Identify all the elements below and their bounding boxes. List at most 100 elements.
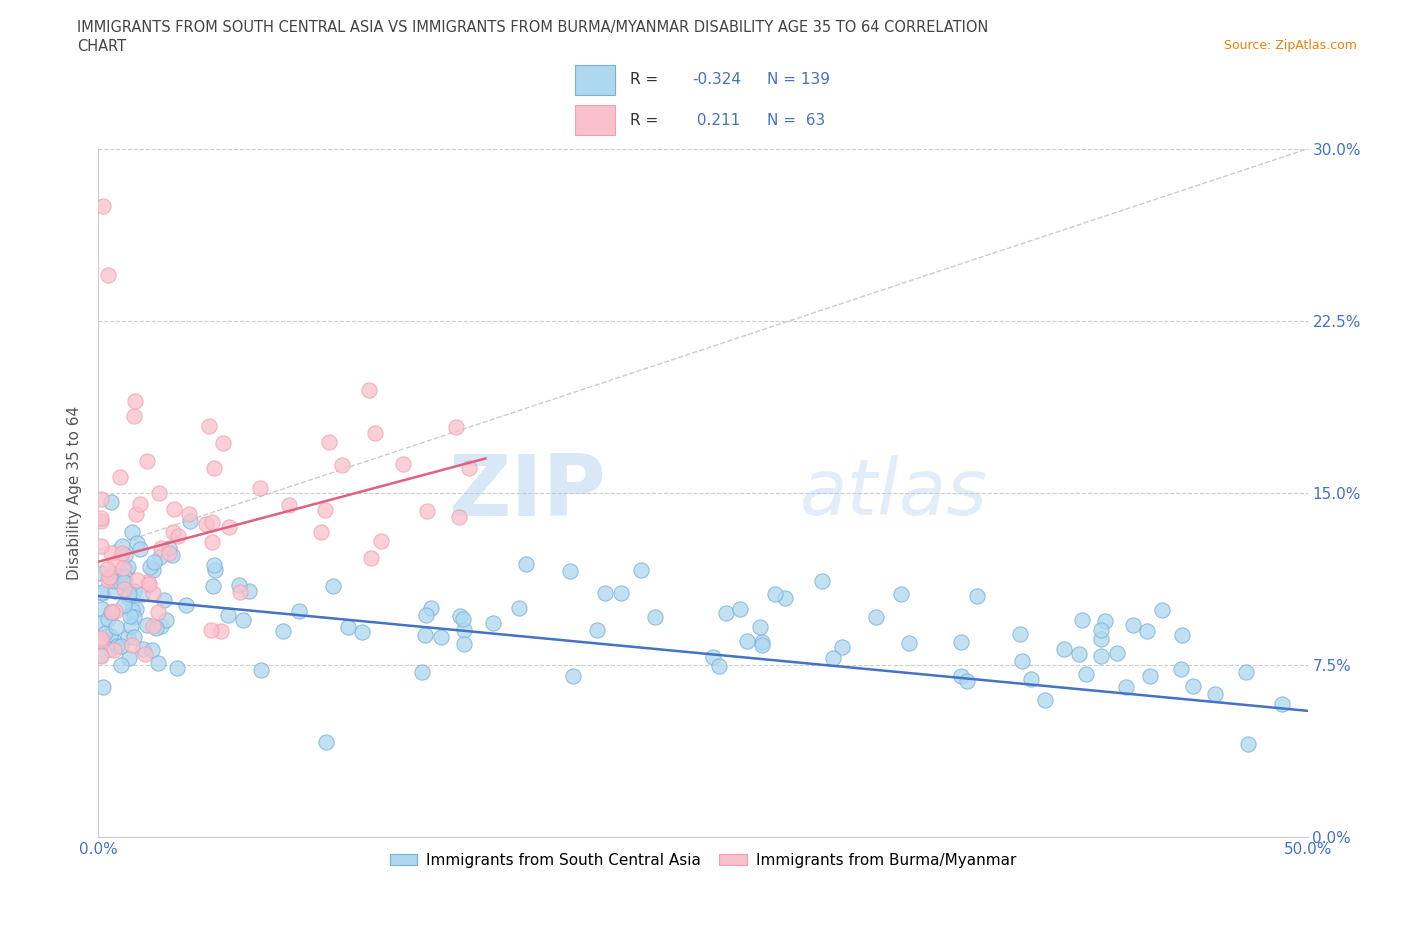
Point bbox=[449, 609, 471, 624]
Point bbox=[114, 548, 136, 563]
Point bbox=[157, 545, 180, 560]
Point bbox=[96, 561, 118, 576]
Point bbox=[104, 604, 127, 618]
Point bbox=[118, 609, 141, 624]
Point bbox=[90, 511, 112, 525]
Point bbox=[218, 520, 240, 535]
Point bbox=[1107, 645, 1129, 660]
Point bbox=[453, 636, 475, 651]
Point bbox=[1115, 680, 1137, 695]
Point bbox=[1271, 697, 1294, 711]
Point bbox=[217, 607, 239, 622]
Point bbox=[121, 525, 143, 539]
Point bbox=[1067, 647, 1090, 662]
Point bbox=[103, 643, 125, 658]
Point bbox=[155, 613, 177, 628]
Point bbox=[142, 562, 165, 577]
Point bbox=[238, 584, 260, 599]
Point bbox=[105, 619, 128, 634]
Point bbox=[1094, 614, 1116, 629]
Point bbox=[145, 621, 167, 636]
Point bbox=[202, 460, 225, 475]
Point bbox=[610, 586, 633, 601]
Point bbox=[148, 604, 170, 619]
Point bbox=[508, 601, 530, 616]
Point bbox=[90, 632, 112, 647]
Point bbox=[148, 485, 170, 500]
Point bbox=[370, 534, 392, 549]
Point bbox=[179, 513, 201, 528]
Point bbox=[143, 554, 166, 569]
Point bbox=[124, 393, 146, 408]
Point bbox=[451, 611, 474, 626]
Text: atlas: atlas bbox=[800, 455, 987, 531]
Point bbox=[110, 565, 132, 579]
Point bbox=[121, 638, 143, 653]
Point bbox=[1135, 623, 1157, 638]
Point bbox=[561, 669, 583, 684]
Point bbox=[716, 605, 738, 620]
Point bbox=[200, 623, 222, 638]
Point bbox=[1139, 669, 1161, 684]
Point bbox=[391, 457, 413, 472]
Point bbox=[249, 481, 271, 496]
Text: R =: R = bbox=[630, 113, 658, 127]
Point bbox=[110, 658, 132, 672]
Point bbox=[707, 658, 730, 673]
Text: IMMIGRANTS FROM SOUTH CENTRAL ASIA VS IMMIGRANTS FROM BURMA/MYANMAR DISABILITY A: IMMIGRANTS FROM SOUTH CENTRAL ASIA VS IM… bbox=[77, 20, 988, 35]
Point bbox=[124, 584, 146, 599]
Point bbox=[150, 540, 173, 555]
Point bbox=[1053, 642, 1076, 657]
Point bbox=[515, 556, 537, 571]
Point bbox=[748, 619, 770, 634]
Point bbox=[481, 616, 503, 631]
Point bbox=[249, 663, 271, 678]
Point bbox=[104, 583, 127, 598]
Point bbox=[204, 558, 226, 573]
Point bbox=[134, 647, 156, 662]
Point bbox=[201, 578, 224, 593]
Point bbox=[118, 586, 141, 601]
Point bbox=[142, 586, 165, 601]
Point bbox=[751, 638, 773, 653]
Point bbox=[702, 650, 724, 665]
Point bbox=[949, 669, 972, 684]
Point bbox=[1071, 612, 1094, 627]
Point bbox=[1171, 628, 1194, 643]
Point bbox=[1170, 662, 1192, 677]
Point bbox=[630, 563, 652, 578]
Point bbox=[136, 453, 159, 468]
Point bbox=[644, 609, 666, 624]
Text: CHART: CHART bbox=[77, 39, 127, 54]
Point bbox=[122, 630, 145, 644]
Point bbox=[162, 502, 184, 517]
Point bbox=[898, 636, 921, 651]
Point bbox=[128, 541, 150, 556]
Point bbox=[90, 565, 112, 580]
Point bbox=[201, 535, 224, 550]
Point bbox=[125, 536, 148, 551]
Point bbox=[90, 649, 112, 664]
Point bbox=[311, 525, 333, 539]
Legend: Immigrants from South Central Asia, Immigrants from Burma/Myanmar: Immigrants from South Central Asia, Immi… bbox=[384, 847, 1022, 874]
Point bbox=[751, 634, 773, 649]
FancyBboxPatch shape bbox=[575, 65, 614, 95]
Point bbox=[101, 604, 124, 619]
Point bbox=[148, 655, 170, 670]
Point bbox=[204, 563, 226, 578]
Point bbox=[110, 470, 132, 485]
Point bbox=[100, 604, 122, 619]
Point bbox=[97, 612, 120, 627]
Point bbox=[453, 623, 475, 638]
Point bbox=[232, 613, 254, 628]
Point bbox=[90, 602, 112, 617]
Point bbox=[811, 574, 834, 589]
Point bbox=[337, 619, 360, 634]
Point bbox=[111, 561, 134, 576]
Point bbox=[90, 647, 112, 662]
Point bbox=[128, 497, 150, 512]
Point bbox=[98, 642, 121, 657]
Point bbox=[416, 504, 439, 519]
Point bbox=[98, 569, 121, 584]
Point bbox=[966, 588, 988, 603]
